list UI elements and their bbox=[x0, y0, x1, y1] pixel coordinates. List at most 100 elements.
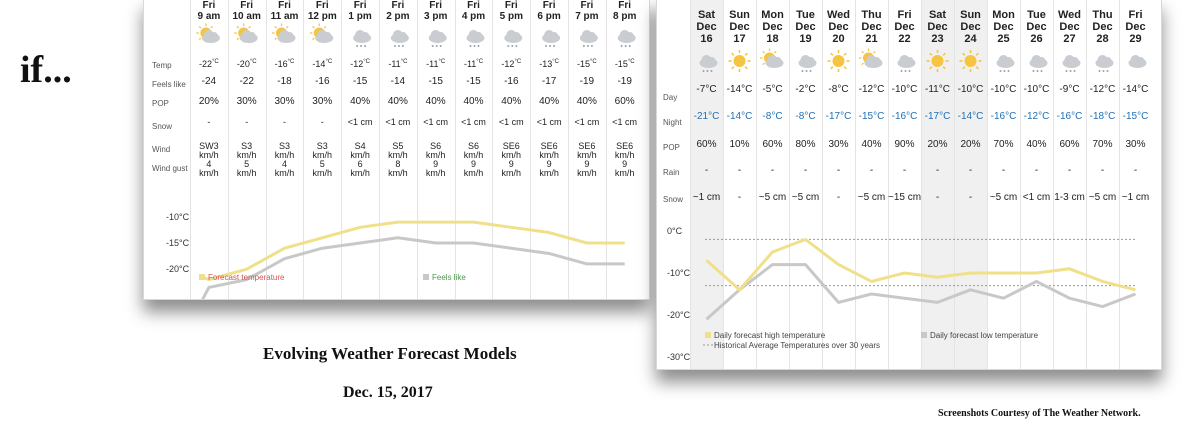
rain-value: - bbox=[968, 165, 973, 176]
caption-date: Dec. 15, 2017 bbox=[343, 384, 433, 401]
night-temp-unit: °C bbox=[771, 111, 783, 122]
temp-number: -15 bbox=[614, 59, 628, 69]
snow-value: ~5 cm bbox=[857, 192, 886, 203]
day-temp-value: -12°C bbox=[1086, 84, 1119, 95]
header-day: Fri bbox=[504, 0, 518, 11]
wind-dir-speed: S3 bbox=[278, 141, 290, 151]
wind-value: S6 km/h 9 km/h bbox=[456, 142, 492, 178]
night-temp-unit: °C bbox=[804, 111, 816, 122]
column-divider bbox=[341, 0, 343, 299]
header-month: Dec bbox=[1026, 21, 1047, 33]
row-label-day: Day bbox=[663, 93, 678, 102]
snow-value: <1 cm bbox=[461, 117, 486, 127]
column-divider bbox=[605, 0, 607, 299]
wind-value: SW3 km/h 4 km/h bbox=[191, 142, 227, 178]
gust-unit: km/h bbox=[274, 168, 295, 178]
day-temp-unit: °C bbox=[938, 84, 950, 95]
rain-value: - bbox=[1067, 165, 1072, 176]
hourly-column-header: Fri 8 pm bbox=[607, 0, 643, 22]
header-time: 8 pm bbox=[613, 11, 637, 22]
pop-value: 30% bbox=[828, 139, 849, 150]
wind-dir-speed: SE6 bbox=[502, 141, 520, 151]
feels-like-value: -14 bbox=[390, 76, 406, 87]
day-temp-value: -12°C bbox=[855, 84, 888, 95]
temp-unit: °C bbox=[363, 59, 370, 65]
night-temp-number: -16 bbox=[891, 111, 907, 122]
rain-value: - bbox=[1100, 165, 1105, 176]
sun-cloud-icon bbox=[760, 48, 784, 68]
day-temp-unit: °C bbox=[741, 84, 753, 95]
header-time: 4 pm bbox=[461, 11, 486, 22]
header-weekday: Sat bbox=[697, 9, 716, 21]
snow-value: ~1 cm bbox=[692, 192, 721, 203]
row-label-feels: Feels like bbox=[152, 80, 186, 89]
wind-dir-speed: SE6 bbox=[578, 141, 596, 151]
snow-value: ~1 cm bbox=[1121, 192, 1150, 203]
temp-value: -13°C bbox=[531, 59, 567, 69]
header-month: Dec bbox=[861, 21, 882, 33]
y-tick-label: -10°C bbox=[166, 212, 190, 222]
wind-value: SE6 km/h 9 km/h bbox=[569, 142, 605, 178]
pop-value: 40% bbox=[1026, 139, 1047, 150]
night-temp-unit: °C bbox=[708, 111, 720, 122]
day-temp-unit: °C bbox=[804, 84, 816, 95]
pop-value: 20% bbox=[198, 96, 219, 107]
wind-unit: km/h bbox=[199, 150, 219, 160]
snow-value: ~15 cm bbox=[888, 192, 922, 203]
hourly-column-header: Fri 4 pm bbox=[456, 0, 492, 22]
column-divider bbox=[1086, 0, 1087, 369]
cloud-snow-icon bbox=[542, 30, 561, 47]
cloud-snow-icon bbox=[390, 30, 409, 47]
feels-like-value: -16 bbox=[504, 76, 519, 87]
wind-dir-speed: S6 bbox=[467, 141, 479, 151]
column-divider bbox=[190, 0, 191, 299]
wind-unit: km/h bbox=[501, 150, 522, 160]
column-divider bbox=[416, 0, 418, 299]
night-temp-unit: °C bbox=[1104, 111, 1116, 122]
header-weekday: Sun bbox=[729, 9, 750, 21]
cloud-snow-icon bbox=[897, 55, 916, 72]
forecast-temperature-line bbox=[201, 220, 625, 282]
rain-value: - bbox=[1034, 165, 1039, 176]
temp-unit: °C bbox=[476, 59, 484, 65]
night-temp-unit: °C bbox=[939, 111, 951, 122]
wind-dir-speed: S6 bbox=[430, 141, 442, 151]
header-date: 25 bbox=[997, 33, 1010, 45]
column-divider bbox=[921, 0, 922, 369]
snow-value: 1-3 cm bbox=[1054, 192, 1085, 203]
wind-value: SE6 km/h 9 km/h bbox=[531, 142, 567, 178]
column-divider bbox=[690, 0, 691, 369]
column-divider bbox=[855, 0, 856, 369]
rain-value: - bbox=[836, 165, 841, 176]
night-temp-value: -14°C bbox=[954, 111, 987, 122]
feels-like-line bbox=[201, 236, 625, 299]
header-month: Dec bbox=[927, 21, 948, 33]
snow-value: ~5 cm bbox=[1088, 192, 1117, 203]
night-temp-number: -8 bbox=[762, 111, 772, 122]
daily-high-line bbox=[705, 237, 1136, 292]
hourly-column-header: Fri 7 pm bbox=[569, 0, 605, 22]
header-time: 11 am bbox=[270, 11, 299, 22]
sun-icon bbox=[728, 50, 751, 72]
night-temp-number: -12 bbox=[1023, 111, 1039, 122]
wind-value: S4 km/h 6 km/h bbox=[342, 142, 378, 178]
night-temp-value: -21°C bbox=[690, 111, 723, 122]
header-weekday: Fri bbox=[897, 9, 912, 21]
snow-value: - bbox=[836, 192, 841, 203]
gust-unit: km/h bbox=[501, 168, 522, 178]
header-time: 3 pm bbox=[424, 11, 448, 22]
night-temp-unit: °C bbox=[1071, 111, 1083, 122]
day-temp-value: -10°C bbox=[954, 84, 987, 95]
wind-unit: km/h bbox=[350, 150, 370, 160]
gust-unit: km/h bbox=[425, 168, 446, 178]
column-divider bbox=[492, 0, 494, 299]
cloud-snow-icon bbox=[353, 30, 372, 47]
header-time: 5 pm bbox=[499, 11, 523, 22]
pop-value: 30% bbox=[1125, 139, 1146, 150]
daily-column-header: Fri Dec 29 bbox=[1119, 9, 1152, 45]
rain-value: - bbox=[1133, 165, 1138, 176]
if-text: if... bbox=[20, 49, 72, 91]
column-divider bbox=[1020, 0, 1021, 369]
day-temp-unit: °C bbox=[1068, 84, 1080, 95]
column-divider bbox=[1119, 0, 1120, 369]
